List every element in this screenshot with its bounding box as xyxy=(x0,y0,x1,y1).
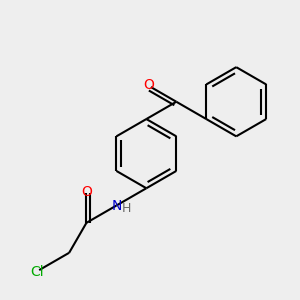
Text: N: N xyxy=(111,199,122,212)
Text: O: O xyxy=(81,184,92,199)
Text: O: O xyxy=(144,78,154,92)
Text: H: H xyxy=(122,202,131,215)
Text: Cl: Cl xyxy=(31,265,44,279)
